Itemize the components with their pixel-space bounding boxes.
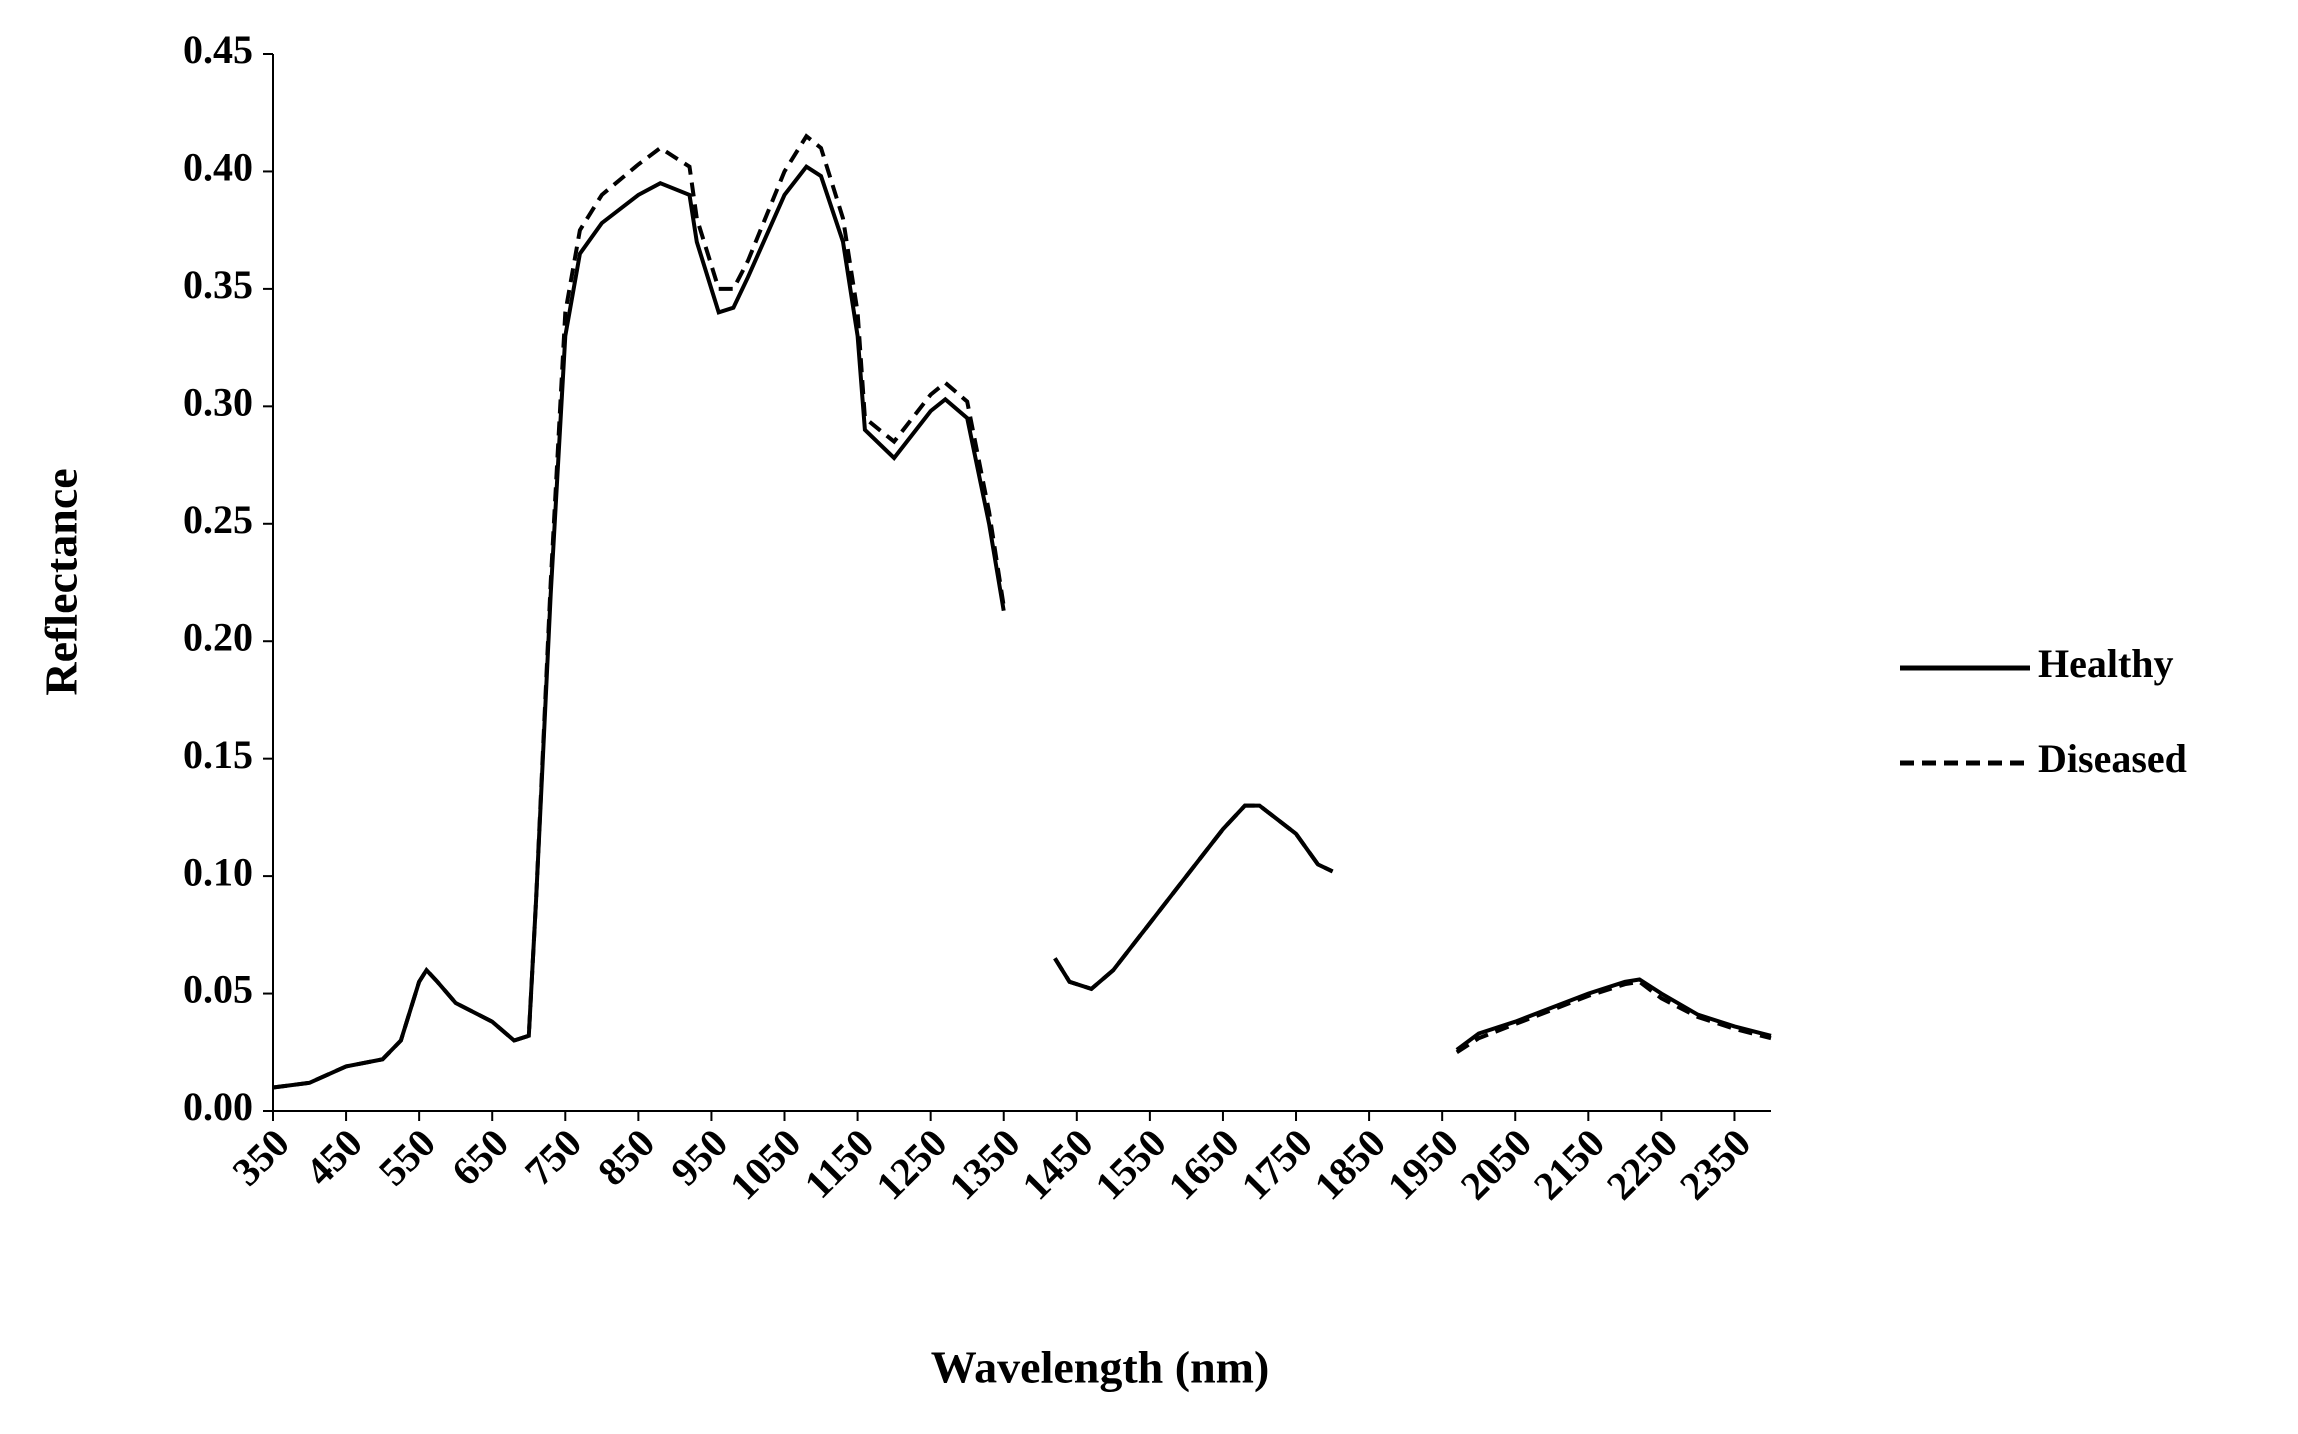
x-tick-label: 2350 — [1671, 1120, 1759, 1208]
x-tick-label: 1650 — [1159, 1120, 1247, 1208]
x-tick-label: 350 — [224, 1120, 298, 1194]
x-tick-label: 2050 — [1452, 1120, 1540, 1208]
x-tick-label: 850 — [589, 1120, 663, 1194]
x-tick-label: 1950 — [1379, 1120, 1467, 1208]
x-tick-label: 750 — [516, 1120, 590, 1194]
y-tick-label: 0.35 — [183, 262, 253, 307]
x-tick-label: 1350 — [940, 1120, 1028, 1208]
data-line — [1455, 979, 1772, 1054]
y-axis-title: Reflectance — [36, 468, 87, 695]
legend-label: Diseased — [2038, 736, 2187, 781]
x-tick-label: 1150 — [796, 1120, 883, 1207]
x-tick-label: 950 — [662, 1120, 736, 1194]
y-tick-label: 0.15 — [183, 732, 253, 777]
data-line — [1053, 803, 1334, 992]
y-tick-label: 0.45 — [183, 27, 253, 72]
legend-label: Healthy — [2038, 641, 2174, 686]
data-line — [272, 133, 1006, 1090]
y-tick-label: 0.05 — [183, 967, 253, 1012]
x-tick-label: 450 — [297, 1120, 371, 1194]
y-tick-label: 0.00 — [183, 1084, 253, 1129]
x-tick-label: 2250 — [1598, 1120, 1686, 1208]
y-tick-label: 0.20 — [183, 614, 253, 659]
y-tick-label: 0.30 — [183, 380, 253, 425]
x-tick-label: 1450 — [1013, 1120, 1101, 1208]
x-tick-label: 1550 — [1086, 1120, 1174, 1208]
data-line — [1455, 977, 1772, 1052]
y-tick-label: 0.25 — [183, 497, 253, 542]
data-line — [1053, 803, 1334, 992]
x-tick-label: 550 — [370, 1120, 444, 1194]
x-tick-label: 1050 — [721, 1120, 809, 1208]
x-tick-label: 1250 — [867, 1120, 955, 1208]
y-tick-label: 0.10 — [183, 849, 253, 894]
x-axis-title: Wavelength (nm) — [931, 1342, 1270, 1393]
y-tick-label: 0.40 — [183, 145, 253, 190]
x-tick-label: 1750 — [1232, 1120, 1320, 1208]
x-tick-label: 650 — [443, 1120, 517, 1194]
x-tick-label: 1850 — [1306, 1120, 1394, 1208]
x-tick-label: 2150 — [1525, 1120, 1613, 1208]
data-line — [272, 164, 1006, 1090]
